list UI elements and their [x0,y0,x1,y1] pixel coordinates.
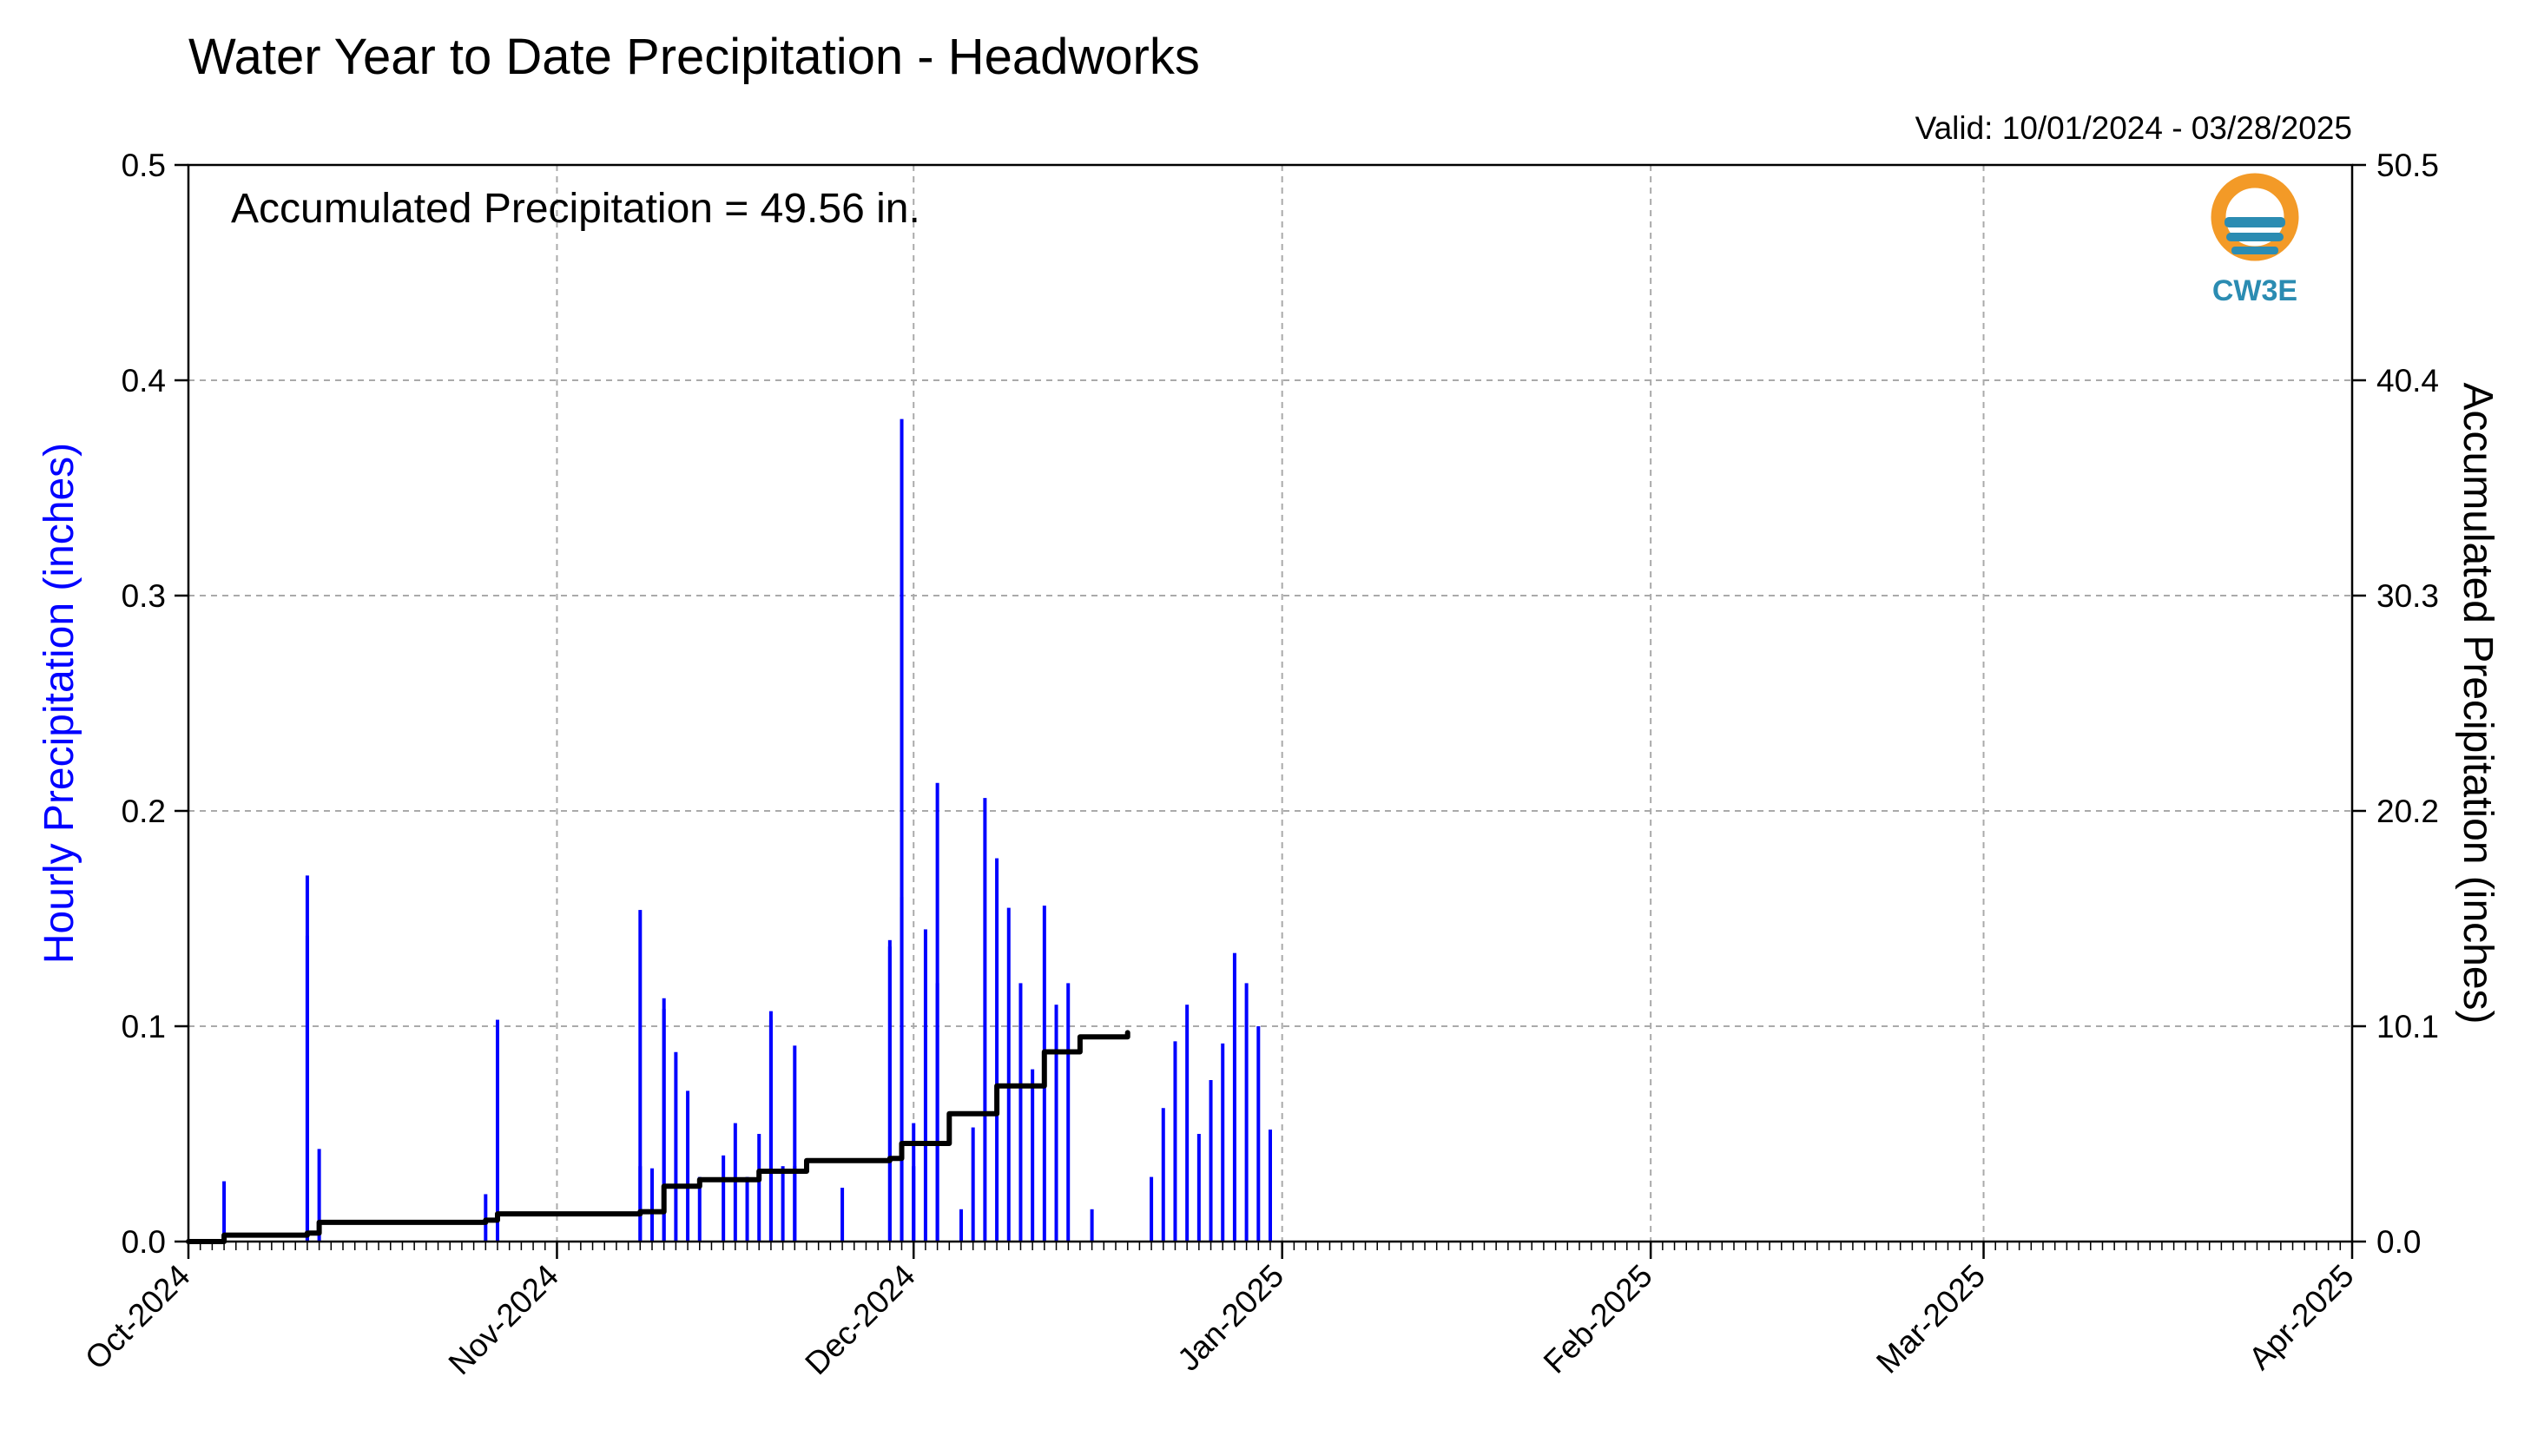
axes [187,163,2354,1243]
precip-bar [768,1019,773,1242]
precip-bar [1221,1043,1225,1242]
y-axis-left-label: Hourly Precipitation (inches) [36,443,82,964]
precip-bar [638,910,643,1242]
y-left-tick-label: 0.3 [122,578,166,614]
x-tick-label: Mar-2025 [1869,1258,1992,1380]
precip-bar [757,1134,761,1242]
y-left-tick-label: 0.1 [122,1009,166,1044]
precip-bar [781,1166,785,1242]
precip-bar [1150,1176,1154,1242]
precip-bar [1256,1026,1261,1242]
y-right-tick-label: 30.3 [2376,578,2439,614]
y-left-tick-label: 0.5 [122,148,166,183]
logo-text: CW3E [2212,274,2297,307]
precip-bar [912,1166,916,1242]
logo-wave-icon [2231,247,2278,254]
precip-bar [995,858,999,1242]
hourly-precip-bars [222,418,1272,1242]
y-right-tick-label: 40.4 [2376,363,2439,399]
chart-title: Water Year to Date Precipitation - Headw… [188,29,1200,85]
precip-bar [900,897,904,1242]
precip-bar [1006,907,1011,1242]
precip-bar [317,1149,321,1242]
y-axis-right-label: Accumulated Precipitation (inches) [2455,382,2501,1024]
precip-bar [840,1188,845,1242]
precip-bar [697,1176,702,1242]
precip-bar [1018,983,1023,1242]
y-right-tick-label: 10.1 [2376,1009,2439,1044]
precip-bar [1185,1005,1190,1242]
precip-bar [1209,1080,1213,1242]
precip-bar [1161,1108,1165,1242]
accumulated-precip-line [186,1030,1130,1244]
y-right-tick-label: 50.5 [2376,148,2439,183]
precip-bar [1244,983,1249,1242]
y-right-tick-label: 20.2 [2376,794,2439,829]
precip-bar [887,939,892,1242]
precip-bar [650,1168,654,1242]
x-tick-label: Feb-2025 [1537,1258,1659,1380]
accumulated-annotation: Accumulated Precipitation = 49.56 in. [231,186,920,232]
precip-bar [923,929,927,1242]
precip-bar [1232,952,1236,1242]
precip-bar [305,875,309,1242]
precip-bar [1066,983,1071,1242]
precip-bar [793,1166,797,1242]
precip-bar [971,1127,975,1242]
precip-bar [793,1045,797,1242]
grid [188,165,2352,1242]
logo-wave-icon [2225,217,2285,227]
plot-frame [187,163,2354,1243]
precip-bar [745,1176,749,1242]
y-right-tick-label: 0.0 [2376,1224,2421,1260]
precip-bar [900,418,904,1242]
precip-bar [1090,1209,1094,1242]
precip-bar [1196,1134,1201,1242]
x-tick-label: Oct-2024 [78,1258,197,1377]
x-tick-label: Jan-2025 [1170,1258,1290,1378]
precip-bar [1269,1130,1272,1242]
x-tick-label: Nov-2024 [442,1258,565,1381]
precip-bar [1054,1005,1058,1242]
precip-bar [1031,1069,1035,1242]
cw3e-logo: CW3E [2211,173,2299,307]
precip-bar [983,798,987,1242]
precip-bar [638,1166,643,1242]
logo-wave-icon [2226,233,2284,241]
precip-bar [959,1209,963,1242]
valid-date-range: Valid: 10/01/2024 - 03/28/2025 [1915,110,2352,146]
precip-bar [935,983,939,1242]
precip-bar [222,1181,227,1242]
y-left-tick-label: 0.4 [122,363,166,399]
y-left-tick-label: 0.2 [122,794,166,829]
precip-bar [662,998,666,1242]
precip-bar [496,1019,499,1242]
accumulated-line-layer [186,1030,1130,1244]
precip-bar [1173,1041,1177,1242]
precip-bar [686,1090,690,1242]
x-tick-label: Apr-2025 [2242,1258,2361,1377]
y-left-tick-label: 0.0 [122,1224,166,1260]
precip-bar [674,1051,678,1242]
x-tick-label: Dec-2024 [798,1258,921,1381]
precip-bar [722,1155,726,1242]
